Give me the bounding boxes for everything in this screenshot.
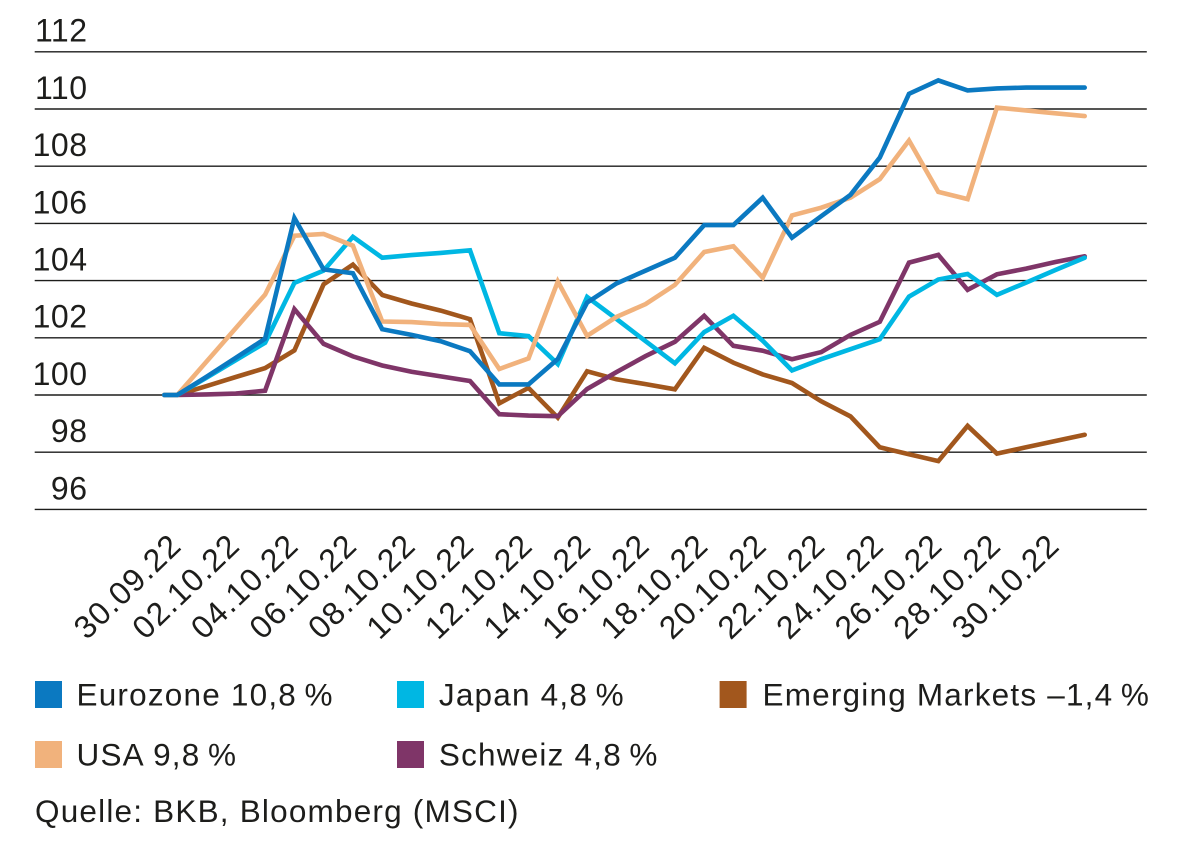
svg-text:Schweiz 4,8 %: Schweiz 4,8 %: [439, 736, 659, 772]
svg-text:108: 108: [33, 127, 88, 163]
svg-text:110: 110: [35, 70, 88, 106]
svg-text:100: 100: [33, 356, 88, 392]
svg-text:Emerging Markets –1,4 %: Emerging Markets –1,4 %: [763, 676, 1151, 712]
svg-text:98: 98: [51, 413, 88, 449]
svg-text:USA 9,8 %: USA 9,8 %: [77, 736, 238, 772]
svg-text:96: 96: [51, 470, 88, 506]
svg-text:112: 112: [35, 13, 88, 49]
svg-text:104: 104: [33, 242, 88, 278]
svg-text:Japan 4,8 %: Japan 4,8 %: [439, 676, 625, 712]
svg-text:106: 106: [33, 184, 88, 220]
svg-text:Eurozone 10,8 %: Eurozone 10,8 %: [77, 676, 334, 712]
svg-text:102: 102: [33, 299, 88, 335]
svg-text:Quelle: BKB, Bloomberg (MSCI): Quelle: BKB, Bloomberg (MSCI): [35, 793, 520, 829]
